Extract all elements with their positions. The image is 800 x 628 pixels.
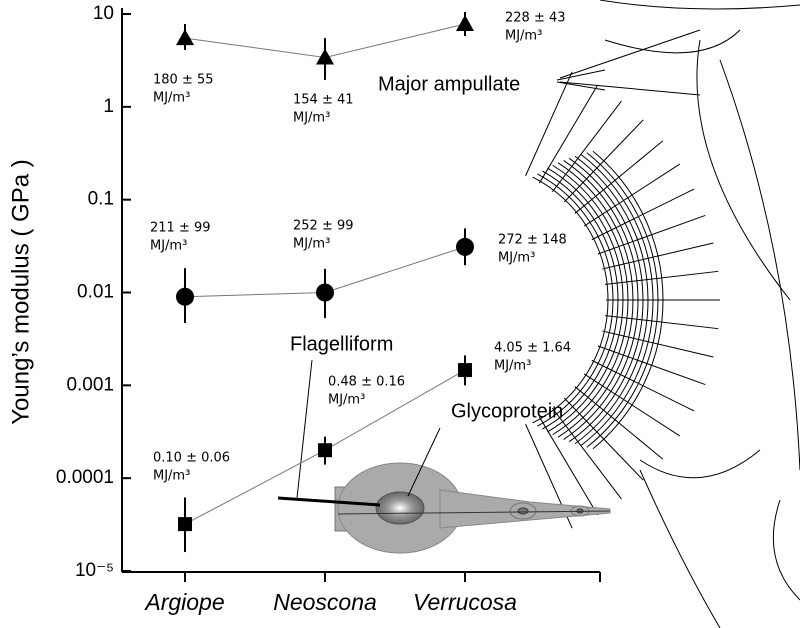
web-radial: [591, 359, 695, 412]
web-radial: [525, 71, 573, 177]
toughness-label: 272 ± 148: [498, 233, 567, 248]
web-radial: [551, 100, 622, 193]
web-radial: [574, 386, 664, 460]
leader-line: [296, 359, 313, 499]
y-tick-label: 1: [103, 96, 114, 117]
web-radial: [591, 188, 695, 241]
web-spiral: [537, 173, 614, 427]
toughness-label: 180 ± 55: [153, 73, 214, 88]
web-radial: [597, 214, 706, 255]
web-radial: [583, 373, 681, 437]
x-tick-label: Neoscona: [273, 589, 377, 615]
circle-marker: [176, 287, 194, 306]
triangle-marker: [456, 15, 474, 32]
leader-line: [407, 427, 441, 497]
y-tick-label: 10⁻⁵: [75, 560, 114, 581]
glue-droplet: [277, 462, 611, 554]
toughness-unit: MJ/m³: [150, 239, 187, 254]
y-tick-label: 0.001: [66, 374, 114, 395]
web-frame: [559, 0, 800, 628]
web-radial: [539, 84, 599, 184]
y-axis-label: Young’s modulus ( GPa ): [7, 159, 34, 425]
triangle-marker: [176, 29, 194, 46]
web-radial: [574, 140, 664, 214]
toughness-unit: MJ/m³: [328, 393, 365, 408]
spider-web: [525, 0, 800, 628]
web-radial: [563, 397, 644, 481]
web-radial: [605, 270, 719, 285]
toughness-unit: MJ/m³: [498, 251, 535, 266]
web-radial: [563, 119, 644, 203]
toughness-label: 211 ± 99: [150, 221, 211, 236]
web-radial: [602, 242, 714, 270]
toughness-unit: MJ/m³: [153, 91, 190, 106]
web-radial: [539, 416, 599, 516]
toughness-label: 154 ± 41: [293, 93, 354, 108]
toughness-unit: MJ/m³: [293, 111, 330, 126]
x-tick-label: Verrucosa: [413, 589, 517, 615]
square-marker: [318, 443, 332, 458]
toughness-label: 4.05 ± 1.64: [494, 341, 571, 356]
web-radial: [583, 163, 681, 227]
web-radial: [597, 345, 706, 386]
web-radial: [602, 330, 714, 358]
toughness-label: 0.10 ± 0.06: [153, 451, 230, 466]
web-radial: [551, 407, 622, 500]
triangle-marker: [316, 48, 334, 65]
leader-line: [556, 69, 606, 91]
series-label: Major ampullate: [378, 73, 520, 95]
circle-marker: [316, 283, 334, 302]
series-label: Glycoprotein: [451, 400, 563, 422]
toughness-unit: MJ/m³: [505, 29, 542, 44]
square-marker: [178, 517, 192, 532]
toughness-unit: MJ/m³: [293, 237, 330, 252]
toughness-unit: MJ/m³: [153, 469, 190, 484]
series-label: Flagelliform: [290, 333, 393, 355]
toughness-label: 228 ± 43: [505, 11, 566, 26]
y-tick-label: 10: [93, 3, 114, 24]
toughness-unit: MJ/m³: [494, 359, 531, 374]
square-marker: [458, 363, 472, 378]
y-tick-label: 0.01: [77, 282, 114, 303]
circle-marker: [456, 237, 474, 256]
web-radial: [605, 315, 719, 330]
y-tick-label: 0.0001: [56, 467, 114, 488]
y-tick-label: 0.1: [88, 189, 114, 210]
x-tick-label: Argiope: [143, 589, 224, 615]
toughness-label: 0.48 ± 0.16: [328, 375, 405, 390]
toughness-label: 252 ± 99: [293, 219, 354, 234]
